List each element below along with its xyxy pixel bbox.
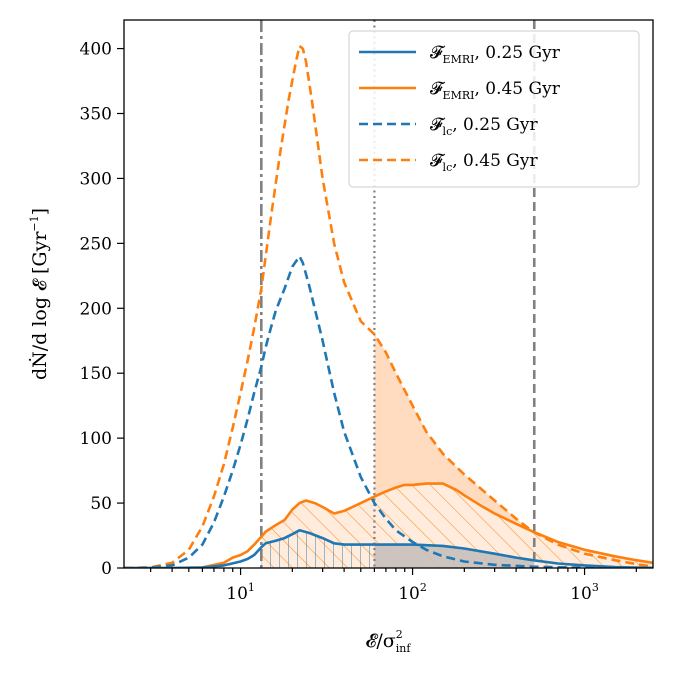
lc-045-fill-region [374, 334, 535, 533]
emri-025-overlap-region [374, 544, 535, 568]
legend: 𝓕EMRI, 0.25 Gyr 𝓕EMRI, 0.45 Gyr 𝓕lc, 0.25 … [348, 30, 640, 188]
emri-025-hatch-lines [261, 530, 375, 568]
x-tick-label: 101 [226, 581, 255, 604]
legend-label: 𝓕lc, 0.45 Gyr [430, 151, 538, 174]
y-tick-label: 350 [80, 104, 112, 124]
legend-label: 𝓕lc, 0.25 Gyr [430, 115, 538, 138]
y-axis-label: dṄ/d log 𝓔 [Gyr−1] [28, 208, 51, 380]
y-tick-label: 200 [80, 299, 112, 319]
series-line-3 [124, 255, 653, 568]
legend-box [348, 30, 640, 188]
x-axis-label: 𝓔/σ2 inf [366, 628, 412, 655]
y-tick-label: 400 [80, 40, 112, 60]
series-line-1 [124, 529, 653, 568]
legend-label: 𝓕EMRI, 0.25 Gyr [430, 43, 561, 66]
y-tick-label: 50 [90, 494, 112, 514]
y-tick-label: 0 [101, 559, 112, 579]
x-tick-label: 102 [398, 581, 427, 604]
legend-label: 𝓕EMRI, 0.45 Gyr [430, 79, 561, 102]
series-line-4 [124, 44, 653, 568]
y-tick-label: 250 [80, 234, 112, 254]
y-tick-label: 300 [80, 169, 112, 189]
x-tick-label: 103 [570, 581, 599, 604]
series-line-2 [124, 482, 653, 568]
y-tick-label: 100 [80, 429, 112, 449]
y-tick-label: 150 [80, 364, 112, 384]
plot-frame [123, 19, 654, 569]
